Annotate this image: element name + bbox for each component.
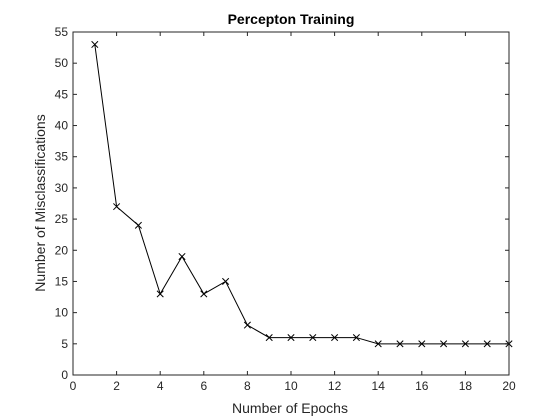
x-tick-label: 2 <box>113 379 120 393</box>
y-tick-label: 5 <box>61 337 68 351</box>
y-tick-label: 55 <box>55 25 69 39</box>
y-tick-label: 15 <box>55 274 69 288</box>
y-tick-label: 40 <box>55 119 69 133</box>
plot-area <box>73 32 509 375</box>
chart-title: Percepton Training <box>228 11 355 27</box>
data-point-marker <box>91 40 99 49</box>
data-point-marker <box>374 340 382 348</box>
data-point-marker <box>309 334 317 342</box>
data-point-marker <box>134 221 142 229</box>
y-tick-label: 0 <box>61 368 68 382</box>
x-axis-label: Number of Epochs <box>232 400 348 416</box>
y-tick-label: 50 <box>55 56 69 70</box>
x-tick-label: 4 <box>157 379 164 393</box>
y-tick-label: 20 <box>55 243 69 257</box>
data-point-marker <box>352 334 360 342</box>
y-tick-label: 35 <box>55 150 69 164</box>
data-point-marker <box>461 340 469 348</box>
y-tick-label: 30 <box>55 181 69 195</box>
data-point-marker <box>418 340 426 348</box>
data-point-marker <box>287 334 295 342</box>
data-point-marker <box>440 340 448 348</box>
data-point-marker <box>265 334 273 342</box>
y-axis-label: Number of Misclassifications <box>32 114 48 291</box>
x-tick-label: 6 <box>200 379 207 393</box>
data-point-marker <box>483 340 491 348</box>
data-point-marker <box>156 290 164 298</box>
axes-lines <box>72 31 510 376</box>
data-point-marker <box>396 340 404 348</box>
axes-box <box>72 31 510 376</box>
data-point-marker <box>200 290 208 298</box>
data-point-marker <box>243 321 251 329</box>
data-point-marker <box>178 252 186 261</box>
x-tick-label: 18 <box>459 379 473 393</box>
x-tick-label: 0 <box>70 379 77 393</box>
y-tick-label: 10 <box>55 306 69 320</box>
data-point-marker <box>113 203 121 211</box>
y-axis-ticks: 0 5 10 15 20 25 30 35 40 45 50 55 <box>55 25 509 382</box>
x-tick-label: 12 <box>328 379 342 393</box>
y-tick-label: 45 <box>55 87 69 101</box>
series-line <box>94 44 509 345</box>
data-point-marker <box>331 334 339 342</box>
x-tick-label: 16 <box>415 379 429 393</box>
y-tick-label: 25 <box>55 212 69 226</box>
x-tick-label: 10 <box>284 379 298 393</box>
x-tick-label: 20 <box>502 379 516 393</box>
data-point-marker <box>222 277 230 286</box>
series-layer <box>91 40 513 348</box>
x-tick-label: 14 <box>372 379 386 393</box>
x-tick-label: 8 <box>244 379 251 393</box>
